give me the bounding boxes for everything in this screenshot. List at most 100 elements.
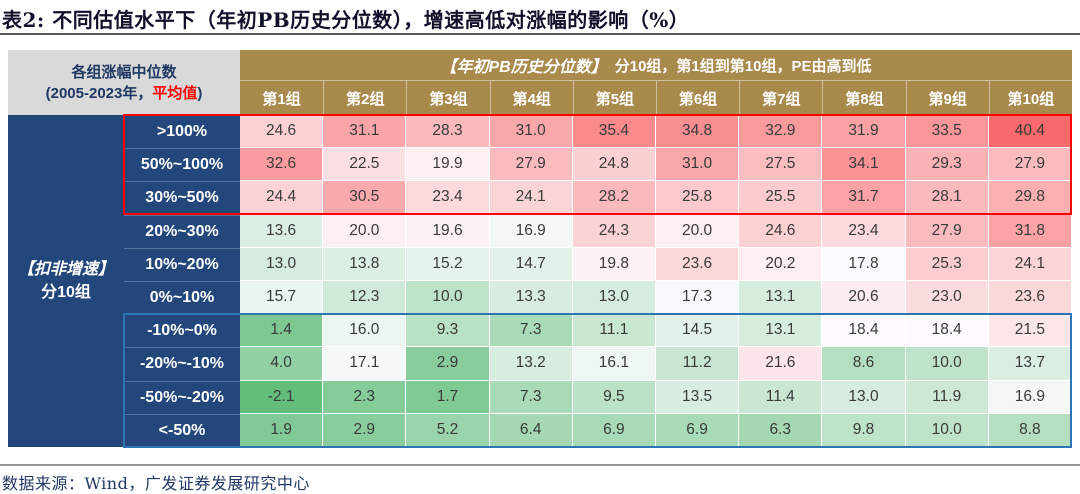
heat-cell: 19.9 (406, 148, 490, 182)
heat-cell: 12.3 (323, 280, 407, 315)
heatmap-table: 各组涨幅中位数 (2005-2023年，平均值) 【年初PB历史分位数】 分10组… (8, 50, 1072, 448)
heat-cell: 23.6 (988, 280, 1072, 315)
heat-cell: 24.1 (489, 181, 573, 215)
corner-cell: 各组涨幅中位数 (2005-2023年，平均值) (8, 50, 240, 115)
heat-cell: 8.8 (988, 413, 1072, 447)
heat-cell: 32.9 (739, 115, 823, 149)
corner-line2: (2005-2023年，平均值) (45, 84, 203, 102)
heat-cell: 11.1 (572, 314, 656, 348)
row-group-rest: 分10组 (41, 283, 91, 301)
column-header: 第4组 (489, 81, 573, 115)
heat-cell: 35.4 (572, 115, 656, 149)
heat-cell: 13.7 (988, 347, 1072, 381)
heat-cell: 17.3 (655, 280, 740, 315)
heat-cell: 31.9 (822, 115, 906, 149)
row-label: -10%~0% (124, 314, 240, 348)
heat-cell: 27.9 (905, 214, 989, 248)
heat-cell: 23.0 (905, 280, 989, 315)
heat-cell: 29.3 (905, 148, 989, 182)
heat-cell: 16.0 (323, 314, 407, 348)
heat-cell: 11.4 (739, 380, 823, 414)
heat-cell: 24.3 (572, 214, 656, 248)
heat-cell: -2.1 (240, 380, 324, 414)
heat-cell: 28.2 (572, 181, 656, 215)
heat-cell: 31.1 (323, 115, 407, 149)
heat-cell: 2.3 (323, 380, 407, 414)
heat-cell: 13.1 (739, 314, 823, 348)
heat-cell: 15.7 (240, 280, 324, 315)
heat-cell: 20.6 (822, 280, 906, 315)
heat-cell: 6.4 (489, 413, 573, 447)
heat-cell: 14.7 (489, 247, 573, 281)
column-header: 第9组 (905, 81, 989, 115)
heat-cell: 1.7 (406, 380, 490, 414)
heat-cell: 11.9 (905, 380, 989, 414)
heat-cell: 2.9 (406, 347, 490, 381)
heat-cell: 14.5 (655, 314, 740, 348)
corner-highlight: 平均值 (152, 84, 198, 102)
heat-cell: 22.5 (323, 148, 407, 182)
row-label: 30%~50% (124, 181, 240, 215)
heat-cell: 4.0 (240, 347, 324, 381)
column-header: 第6组 (655, 81, 740, 115)
heat-cell: 24.6 (739, 214, 823, 248)
heat-cell: 2.9 (323, 413, 407, 447)
heat-cell: 20.0 (655, 214, 740, 248)
figure-title: 表2: 不同估值水平下（年初PB历史分位数），增速高低对涨幅的影响（%） (2, 8, 690, 32)
heat-cell: 23.4 (822, 214, 906, 248)
heat-cell: 24.4 (240, 181, 324, 215)
heat-cell: 31.8 (988, 214, 1072, 248)
heat-cell: 15.2 (406, 247, 490, 281)
heat-cell: 19.8 (572, 247, 656, 281)
heat-cell: 31.0 (489, 115, 573, 149)
column-header: 第10组 (988, 81, 1072, 115)
heat-cell: 13.2 (489, 347, 573, 381)
row-label: 50%~100% (124, 148, 240, 182)
heat-cell: 23.6 (655, 247, 740, 281)
row-label: 20%~30% (124, 214, 240, 248)
title-divider (0, 33, 1080, 35)
heat-cell: 9.3 (406, 314, 490, 348)
heat-cell: 31.7 (822, 181, 906, 215)
heat-cell: 18.4 (822, 314, 906, 348)
row-group-label: 【扣非增速】 分10组 (8, 115, 124, 447)
heat-cell: 20.0 (323, 214, 407, 248)
heat-cell: 25.3 (905, 247, 989, 281)
heat-cell: 31.0 (655, 148, 740, 182)
heat-cell: 30.5 (323, 181, 407, 215)
footer-divider (0, 464, 1080, 466)
heat-cell: 13.1 (739, 280, 823, 315)
heat-cell: 28.3 (406, 115, 490, 149)
heat-cell: 20.2 (739, 247, 823, 281)
heat-cell: 1.4 (240, 314, 324, 348)
data-source: 数据来源：Wind，广发证券发展研究中心 (2, 474, 310, 493)
heat-cell: 17.1 (323, 347, 407, 381)
heat-cell: 17.8 (822, 247, 906, 281)
heat-cell: 10.0 (905, 347, 989, 381)
heat-cell: 13.0 (240, 247, 324, 281)
row-label: 0%~10% (124, 280, 240, 315)
heat-cell: 24.8 (572, 148, 656, 182)
heat-cell: 24.6 (240, 115, 324, 149)
heat-cell: 7.3 (489, 314, 573, 348)
heat-cell: 21.5 (988, 314, 1072, 348)
heat-cell: 10.0 (905, 413, 989, 447)
heat-cell: 9.8 (822, 413, 906, 447)
heat-cell: 6.3 (739, 413, 823, 447)
heat-cell: 25.5 (739, 181, 823, 215)
heat-cell: 13.0 (822, 380, 906, 414)
group-header-rest: 分10组，第1组到第10组，PE由高到低 (614, 57, 872, 75)
heat-cell: 18.4 (905, 314, 989, 348)
heat-cell: 32.6 (240, 148, 324, 182)
heat-cell: 7.3 (489, 380, 573, 414)
heat-cell: 1.9 (240, 413, 324, 447)
column-header: 第5组 (572, 81, 656, 115)
heat-cell: 6.9 (572, 413, 656, 447)
heat-cell: 10.0 (406, 280, 490, 315)
heat-cell: 21.6 (739, 347, 823, 381)
heat-cell: 9.5 (572, 380, 656, 414)
heat-cell: 13.5 (655, 380, 740, 414)
table-grid: 各组涨幅中位数 (2005-2023年，平均值) 【年初PB历史分位数】 分10组… (8, 50, 1072, 447)
column-header: 第3组 (406, 81, 490, 115)
